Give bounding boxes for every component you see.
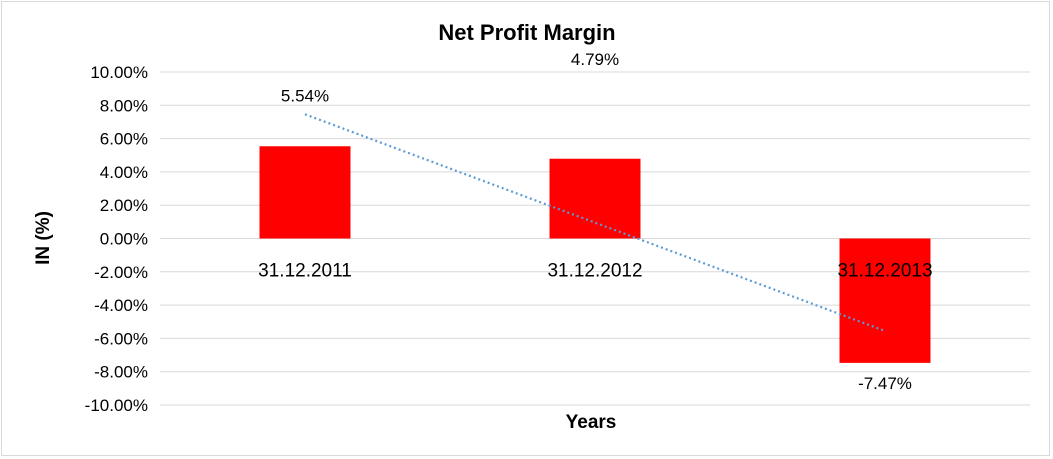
y-tick-label: 2.00% bbox=[100, 196, 148, 215]
y-tick-label: -2.00% bbox=[94, 263, 148, 282]
bar bbox=[259, 146, 351, 239]
y-tick-label: 10.00% bbox=[90, 63, 148, 82]
x-tick-label: 31.12.2012 bbox=[547, 261, 642, 282]
x-tick-label: 31.12.2011 bbox=[258, 261, 352, 282]
data-label: -7.47% bbox=[858, 374, 912, 393]
y-tick-label: -4.00% bbox=[94, 296, 148, 315]
y-tick-label: 4.00% bbox=[100, 163, 148, 182]
x-axis-title: Years bbox=[566, 412, 617, 433]
y-tick-label: 0.00% bbox=[100, 230, 148, 249]
x-tick-label: 31.12.2013 bbox=[837, 261, 932, 282]
trendline bbox=[304, 113, 886, 332]
bar bbox=[839, 238, 931, 363]
y-tick-label: -6.00% bbox=[94, 329, 148, 348]
chart-title: Net Profit Margin bbox=[438, 20, 615, 45]
y-tick-label: -10.00% bbox=[85, 396, 148, 415]
y-tick-label: -8.00% bbox=[94, 363, 148, 382]
y-tick-label: 6.00% bbox=[100, 130, 148, 149]
data-label: 5.54% bbox=[281, 86, 329, 105]
bar bbox=[549, 158, 641, 239]
y-tick-label: 8.00% bbox=[100, 96, 148, 115]
y-axis-title: IN (%) bbox=[33, 211, 54, 265]
data-label: 4.79% bbox=[571, 50, 619, 69]
